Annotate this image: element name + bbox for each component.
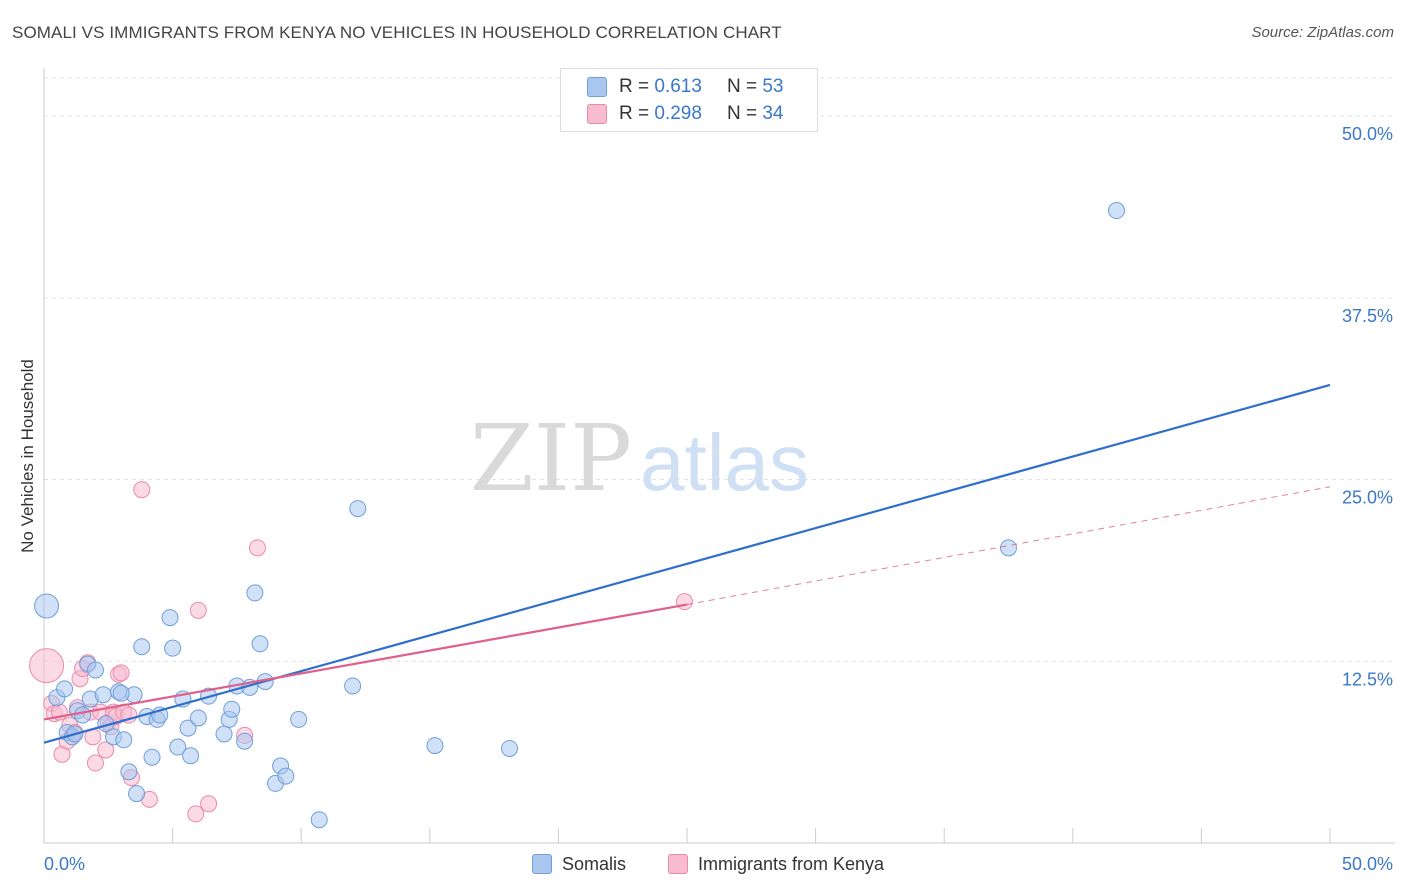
kenya-point-0 <box>29 648 65 684</box>
somali-point-31 <box>215 725 233 743</box>
somali-point-14 <box>115 731 133 749</box>
somali-point-23 <box>161 609 179 627</box>
somali-point-42 <box>277 767 295 785</box>
y-tick-label-1: 25.0% <box>1342 488 1393 508</box>
somali-point-46 <box>349 500 367 518</box>
kenya-point-29 <box>189 601 207 619</box>
source-credit: Source: ZipAtlas.com <box>1251 24 1394 41</box>
correlation-legend: R = 0.613 N = 53 R = 0.298 N = 34 <box>560 68 818 132</box>
somali-point-44 <box>310 811 328 829</box>
somali-point-15 <box>120 763 138 781</box>
somali-point-33 <box>223 700 241 718</box>
somali-point-20 <box>143 748 161 766</box>
grid-lines <box>44 77 1395 662</box>
somali-trend-line <box>43 383 1331 744</box>
somali-point-24 <box>164 639 182 657</box>
axes <box>43 68 1395 844</box>
tick-labels: 12.5% 25.0% 37.5% 50.0% 0.0% 50.0% <box>44 124 1393 874</box>
somali-point-9 <box>86 661 104 679</box>
legend-n-value-somalis: 53 <box>762 76 784 97</box>
y-tick-label-2: 37.5% <box>1342 306 1393 326</box>
somali-point-27 <box>179 719 197 737</box>
trend-lines <box>43 383 1331 744</box>
somali-point-25 <box>169 738 187 756</box>
legend-n-label: N = <box>726 76 758 97</box>
legend-swatch-somalis <box>587 77 607 97</box>
kenya-trend-extension <box>686 486 1331 606</box>
bottom-legend-swatch-kenya <box>668 854 688 874</box>
somali-point-10 <box>94 686 112 704</box>
somali-point-2 <box>56 680 74 698</box>
legend-row-kenya: R = 0.298 N = 34 <box>587 102 783 126</box>
somali-point-45 <box>344 677 362 695</box>
kenya-point-28 <box>187 805 205 823</box>
kenya-point-32 <box>248 539 266 557</box>
kenya-point-14 <box>86 754 104 772</box>
x-tick-label-1: 50.0% <box>1342 854 1393 874</box>
chart-title: SOMALI VS IMMIGRANTS FROM KENYA NO VEHIC… <box>12 23 782 42</box>
somali-points <box>34 202 1126 829</box>
somali-point-0 <box>34 593 60 619</box>
legend-r-label: R = <box>619 76 650 97</box>
x-tick-label-0: 0.0% <box>44 854 85 874</box>
somali-point-38 <box>251 635 269 653</box>
somali-point-43 <box>290 710 308 728</box>
bottom-legend-kenya: Immigrants from Kenya <box>668 852 884 876</box>
legend-row-somalis: R = 0.613 N = 53 <box>587 75 783 99</box>
somali-point-6 <box>74 706 92 724</box>
legend-r-label: R = <box>619 103 650 124</box>
watermark: ZIP atlas <box>470 405 809 512</box>
somali-point-35 <box>236 732 254 750</box>
somali-point-28 <box>182 747 200 765</box>
somali-point-47 <box>426 737 444 755</box>
kenya-point-26 <box>133 481 151 499</box>
y-tick-label-3: 50.0% <box>1342 124 1393 144</box>
somali-point-51 <box>112 684 130 702</box>
bottom-legend-label-kenya: Immigrants from Kenya <box>698 853 885 874</box>
somali-point-29 <box>189 709 207 727</box>
watermark-atlas: atlas <box>640 418 809 507</box>
bottom-legend-swatch-somalis <box>532 854 552 874</box>
somali-point-37 <box>246 584 264 602</box>
somali-point-18 <box>133 638 151 656</box>
somali-point-17 <box>128 785 146 803</box>
legend-n-value-kenya: 34 <box>762 103 784 124</box>
y-axis-label: No Vehicles in Household <box>18 359 37 553</box>
legend-n-label: N = <box>726 103 758 124</box>
watermark-zip: ZIP <box>470 405 632 512</box>
somali-point-48 <box>501 739 519 757</box>
legend-r-value-somalis: 0.613 <box>654 76 702 97</box>
bottom-legend-somalis: Somalis <box>532 852 626 876</box>
y-tick-label-0: 12.5% <box>1342 669 1393 689</box>
kenya-point-16 <box>97 741 115 759</box>
kenya-point-30 <box>200 795 218 813</box>
bottom-legend-label-somalis: Somalis <box>562 853 627 874</box>
somali-point-50 <box>1000 539 1017 557</box>
legend-swatch-kenya <box>587 104 607 124</box>
kenya-trend-line <box>43 603 688 721</box>
kenya-point-33 <box>675 593 693 611</box>
legend-r-value-kenya: 0.298 <box>654 103 702 124</box>
somali-point-49 <box>1108 202 1126 220</box>
kenya-point-22 <box>112 664 130 682</box>
